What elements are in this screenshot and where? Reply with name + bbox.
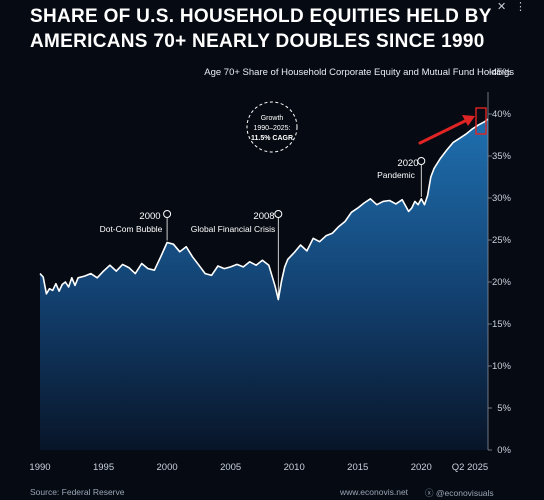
annotation-label: Dot-Com Bubble [100, 224, 163, 234]
latest-value-highlight-box [475, 107, 487, 135]
annotation-marker [274, 210, 283, 218]
annotation-year: 2000 [139, 211, 160, 222]
y-tick-label: 40% [492, 109, 512, 120]
y-tick-label: 5% [497, 403, 511, 414]
annotation-label: Global Financial Crisis [191, 224, 276, 234]
y-tick-label: 25% [492, 235, 512, 246]
highlight-arrow-shaft [418, 118, 469, 145]
close-icon[interactable]: ✕ [497, 0, 507, 13]
website-credit: www.econovis.net [340, 487, 409, 497]
x-tick-label: 2015 [347, 462, 368, 473]
growth-callout-line-2: 1990–2025: [254, 125, 291, 132]
x-tick-label: 2020 [411, 462, 432, 473]
annotation-year: 2008 [253, 211, 274, 222]
chart-title-line-2: AMERICANS 70+ NEARLY DOUBLES SINCE 1990 [30, 31, 485, 52]
y-tick-label: 30% [492, 193, 512, 204]
series-line [39, 118, 489, 301]
x-tick-label: 2005 [220, 462, 241, 473]
annotation-year: 2020 [397, 158, 418, 169]
x-tick-label: 1995 [93, 462, 114, 473]
series-area [40, 119, 488, 450]
y-tick-label: 10% [492, 361, 512, 372]
y-tick-label: 0% [497, 445, 511, 456]
y-tick-label: 20% [492, 277, 512, 288]
highlight-arrow-head [462, 115, 475, 126]
chart-subtitle: Age 70+ Share of Household Corporate Equ… [204, 67, 514, 78]
x-tick-label: 1990 [29, 462, 50, 473]
social-credit: ⓧ @econovisuals [425, 487, 494, 499]
source-note: Source: Federal Reserve [30, 487, 125, 497]
chart-title-line-1: SHARE OF U.S. HOUSEHOLD EQUITIES HELD BY [30, 6, 492, 27]
annotation-label: Pandemic [377, 170, 416, 180]
growth-callout-circle [246, 101, 298, 153]
social-handle: @econovisuals [435, 488, 494, 498]
annotation-marker [417, 157, 426, 165]
info-icon[interactable]: ⋮ [515, 0, 526, 13]
growth-callout-line-3: 11.5% CAGR [251, 135, 293, 142]
y-tick-label: 15% [492, 319, 512, 330]
x-tick-label-end: Q2 2025 [452, 462, 488, 473]
y-tick-label: 35% [492, 151, 512, 162]
x-tick-label: 2000 [157, 462, 178, 473]
annotation-marker [163, 210, 172, 218]
x-tick-label: 2010 [284, 462, 305, 473]
y-tick-label: 45% [492, 67, 512, 78]
x-logo-icon: ⓧ [425, 488, 434, 498]
growth-callout-line-1: Growth [261, 115, 284, 122]
